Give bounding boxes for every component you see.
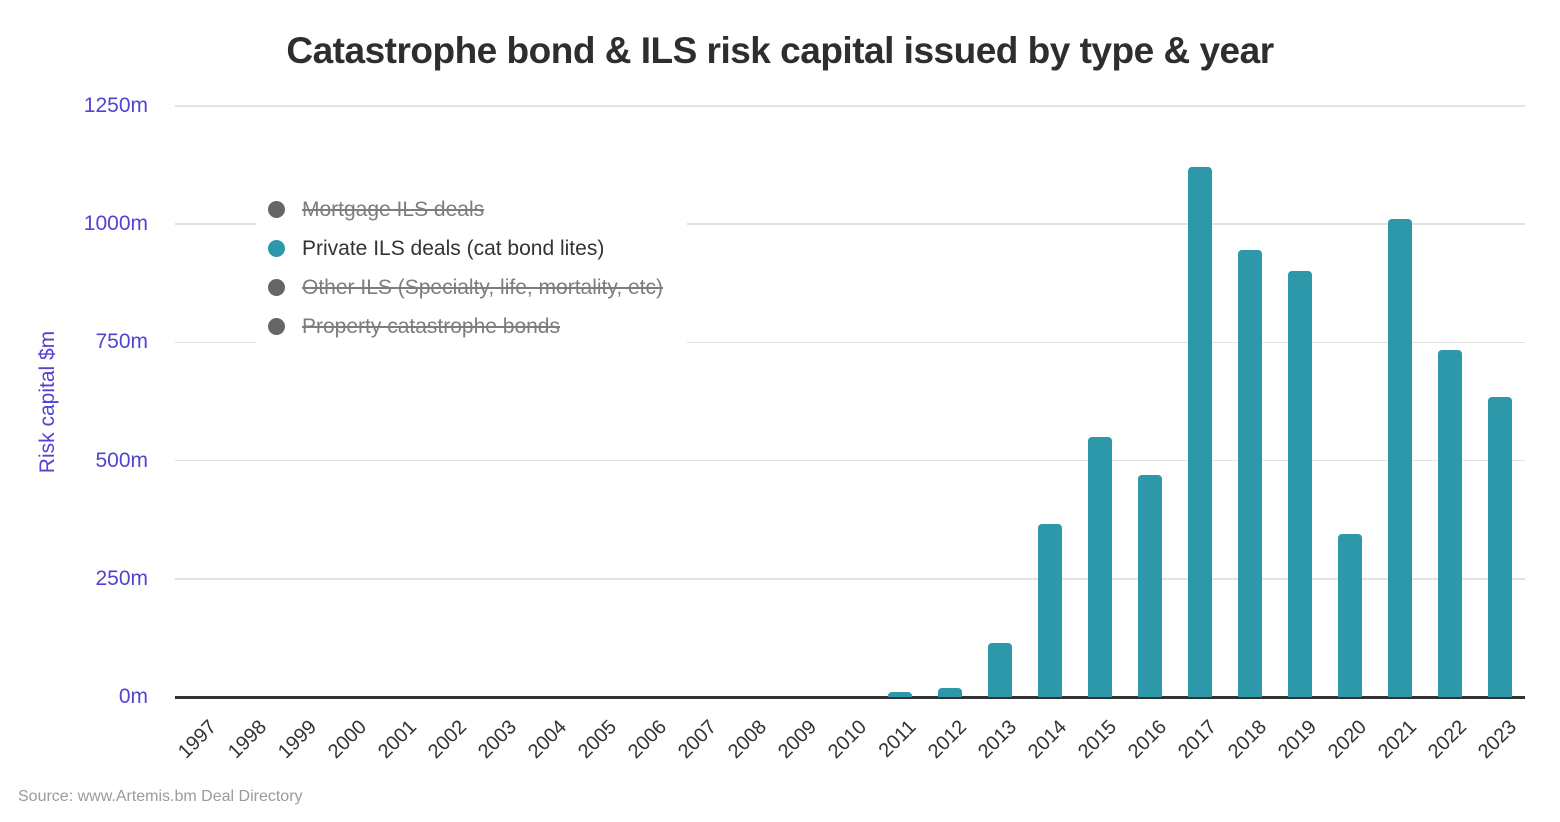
x-tick-label-2012: 2012 — [923, 716, 971, 764]
bar-2022[interactable] — [1438, 349, 1462, 697]
legend-dot-icon — [268, 279, 285, 296]
x-tick-label-2011: 2011 — [874, 716, 921, 762]
legend-item-label: Property catastrophe bonds — [302, 314, 560, 338]
page-title: Catastrophe bond & ILS risk capital issu… — [286, 30, 1274, 71]
bar-2021[interactable] — [1388, 219, 1412, 697]
legend-item-property-catastrophe-bonds[interactable]: Property catastrophe bonds — [268, 307, 663, 346]
bar-2011[interactable] — [888, 692, 912, 697]
gridline-750m — [175, 341, 1525, 344]
y-tick-label-1250m: 1250m — [83, 94, 148, 117]
x-tick-label-2010: 2010 — [823, 716, 871, 764]
legend-item-private-ils-deals[interactable]: Private ILS deals (cat bond lites) — [268, 229, 663, 268]
x-tick-label-2004: 2004 — [523, 716, 571, 764]
x-tick-label-2008: 2008 — [723, 716, 771, 764]
x-tick-label-2019: 2019 — [1273, 716, 1321, 764]
x-tick-label-2006: 2006 — [623, 716, 671, 764]
x-tick-label-2009: 2009 — [773, 716, 821, 764]
x-tick-label-2013: 2013 — [973, 716, 1021, 764]
bar-2016[interactable] — [1138, 474, 1162, 697]
y-tick-label-0m: 0m — [118, 685, 148, 708]
x-tick-label-2007: 2007 — [673, 716, 721, 764]
gridline-1000m — [175, 223, 1525, 225]
bar-2019[interactable] — [1288, 271, 1312, 697]
bar-2017[interactable] — [1188, 167, 1212, 697]
legend-item-label: Other ILS (Specialty, life, mortality, e… — [302, 275, 663, 299]
x-tick-label-2014: 2014 — [1023, 716, 1071, 764]
x-tick-label-1998: 1998 — [223, 716, 271, 764]
legend-item-mortgage-ils-deals[interactable]: Mortgage ILS deals — [268, 190, 663, 229]
legend-item-other-ils[interactable]: Other ILS (Specialty, life, mortality, e… — [268, 268, 663, 307]
x-tick-label-2003: 2003 — [473, 716, 521, 764]
plot-area — [175, 105, 1525, 699]
x-tick-label-2001: 2001 — [373, 716, 421, 764]
x-tick-label-2000: 2000 — [323, 716, 371, 764]
y-tick-label-250m: 250m — [95, 566, 148, 590]
y-tick-label-750m: 750m — [95, 330, 148, 354]
x-tick-label-2016: 2016 — [1123, 716, 1171, 764]
y-tick-label-1000m: 1000m — [83, 212, 148, 236]
x-tick-label-2021: 2021 — [1373, 716, 1421, 764]
gridline-250m — [175, 578, 1525, 580]
x-tick-label-2020: 2020 — [1323, 716, 1371, 764]
x-tick-label-2022: 2022 — [1423, 716, 1471, 764]
x-tick-label-2005: 2005 — [573, 716, 621, 764]
x-axis-line — [175, 696, 1525, 699]
bar-2015[interactable] — [1088, 436, 1112, 697]
gridline-500m — [175, 459, 1525, 462]
bar-2020[interactable] — [1338, 533, 1362, 697]
legend-dot-icon — [268, 318, 285, 335]
legend: Mortgage ILS deals Private ILS deals (ca… — [256, 186, 687, 354]
legend-dot-icon — [268, 240, 285, 257]
y-tick-label-500m: 500m — [95, 448, 148, 472]
x-tick-label-2002: 2002 — [423, 716, 471, 764]
x-tick-label-1997: 1997 — [173, 716, 221, 764]
bar-2014[interactable] — [1038, 524, 1062, 697]
bar-2012[interactable] — [938, 687, 962, 697]
x-tick-label-2018: 2018 — [1223, 716, 1271, 764]
bar-2013[interactable] — [988, 642, 1012, 697]
legend-item-label: Mortgage ILS deals — [302, 197, 485, 221]
bar-2023[interactable] — [1488, 396, 1512, 697]
x-tick-label-2017: 2017 — [1173, 716, 1221, 764]
x-tick-label-2015: 2015 — [1073, 716, 1121, 764]
legend-dot-icon — [268, 201, 285, 218]
bar-2018[interactable] — [1238, 250, 1262, 697]
legend-item-label: Private ILS deals (cat bond lites) — [302, 236, 605, 260]
gridline-1250m — [175, 105, 1525, 107]
source-note: Source: www.Artemis.bm Deal Directory — [18, 788, 303, 805]
x-tick-label-1999: 1999 — [273, 716, 321, 764]
x-tick-label-2023: 2023 — [1473, 716, 1521, 764]
